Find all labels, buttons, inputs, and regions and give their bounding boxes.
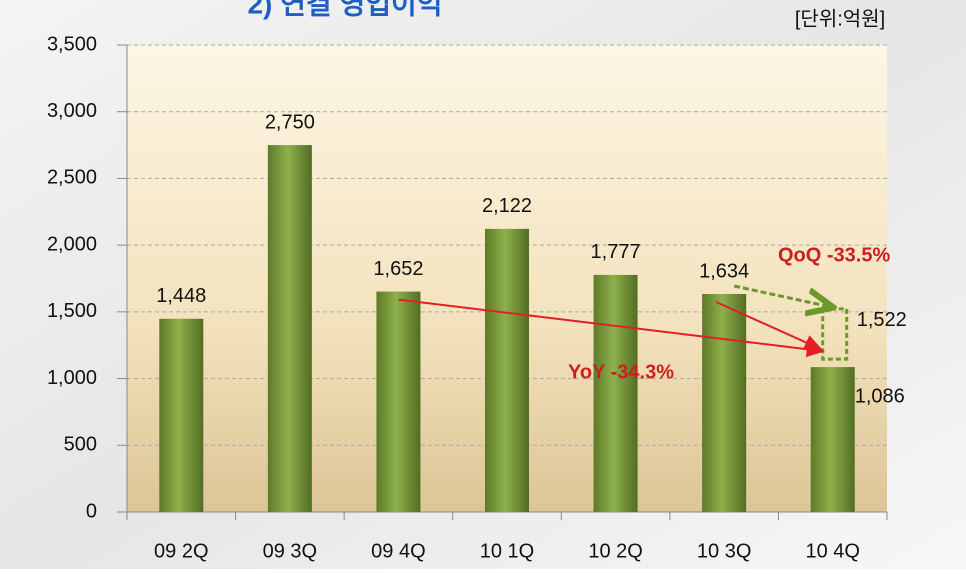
value-label: 2,750 xyxy=(265,111,315,133)
reference-label: 1,522 xyxy=(857,309,907,331)
bar xyxy=(702,293,747,512)
y-tick-label: 500 xyxy=(64,434,97,456)
bar xyxy=(593,274,638,512)
value-label: 1,777 xyxy=(591,241,641,263)
bar xyxy=(485,228,529,513)
yoy-arrow xyxy=(398,298,825,358)
value-label: 1,086 xyxy=(855,385,905,407)
bar xyxy=(376,291,421,512)
value-label: 2,122 xyxy=(482,195,532,217)
x-tick-label: 09 4Q xyxy=(371,540,425,562)
annotation: YoY -34.3% xyxy=(568,361,674,383)
x-tick-label: 10 4Q xyxy=(805,540,859,562)
x-tick-label: 10 1Q xyxy=(480,540,534,562)
unit-label: [단위:억원] xyxy=(795,7,885,30)
bar xyxy=(810,367,855,512)
y-tick-label: 2,500 xyxy=(47,167,97,189)
annotation: QoQ -33.5% xyxy=(778,244,890,266)
x-tick-label: 10 2Q xyxy=(588,540,642,562)
y-tick-label: 0 xyxy=(86,500,97,522)
bar xyxy=(159,318,204,512)
y-tick-label: 1,000 xyxy=(47,367,97,389)
bar xyxy=(267,145,312,513)
qoq-dashed-arrow xyxy=(733,284,831,307)
value-label: 1,634 xyxy=(699,260,749,282)
y-tick-label: 3,500 xyxy=(47,33,97,55)
value-label: 1,652 xyxy=(373,258,423,280)
x-tick-label: 09 3Q xyxy=(263,540,317,562)
y-tick-label: 1,500 xyxy=(47,300,97,322)
y-tick-label: 3,000 xyxy=(47,100,97,122)
chart-title: 2) 연결 영업이익 xyxy=(247,0,442,19)
x-tick-label: 09 2Q xyxy=(154,540,208,562)
x-tick-label: 10 3Q xyxy=(697,540,751,562)
qoq-arrow xyxy=(715,301,823,351)
value-label: 1,448 xyxy=(156,285,206,307)
y-tick-label: 2,000 xyxy=(47,233,97,255)
